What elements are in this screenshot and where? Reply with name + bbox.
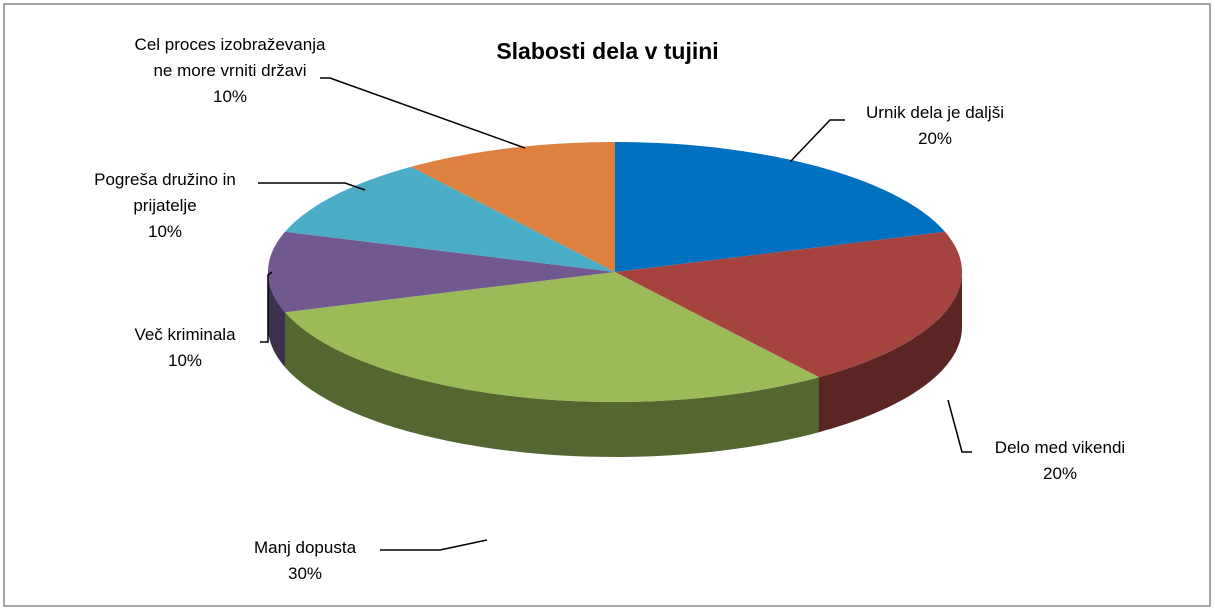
label-category: Pogreša družino in prijatelje [94,170,236,215]
data-label: Več kriminala 10% [100,322,270,374]
slice [615,231,962,378]
slice [285,272,819,402]
label-value: 20% [1042,464,1078,483]
slice-side [285,312,819,457]
slice [411,142,615,272]
slice-side [268,272,285,368]
label-value: 10% [147,222,183,241]
data-label: Urnik dela je daljši 20% [835,100,1035,152]
label-value: 20% [917,129,953,148]
leader-line [320,77,526,149]
slice [285,166,615,272]
slice-side [819,272,962,433]
slice [615,142,945,272]
label-category: Manj dopusta [253,538,357,557]
leader-line [789,119,845,163]
label-category: Delo med vikendi [994,438,1126,457]
data-label: Cel proces izobraževanja ne more vrniti … [130,32,330,110]
slice [268,231,615,313]
label-category: Urnik dela je daljši [866,103,1004,122]
data-label: Manj dopusta 30% [205,535,405,587]
leader-line [260,271,273,343]
label-category: Cel proces izobraževanja ne more vrniti … [134,35,326,80]
leader-line [380,539,488,551]
label-category: Več kriminala [134,325,236,344]
label-value: 30% [287,564,323,583]
label-value: 10% [212,87,248,106]
label-value: 10% [167,351,203,370]
leader-line [947,399,972,453]
chart-title: Slabosti dela v tujini [496,38,719,64]
data-label: Pogreša družino in prijatelje 10% [65,167,265,245]
leader-line [258,182,366,191]
data-label: Delo med vikendi 20% [960,435,1160,487]
